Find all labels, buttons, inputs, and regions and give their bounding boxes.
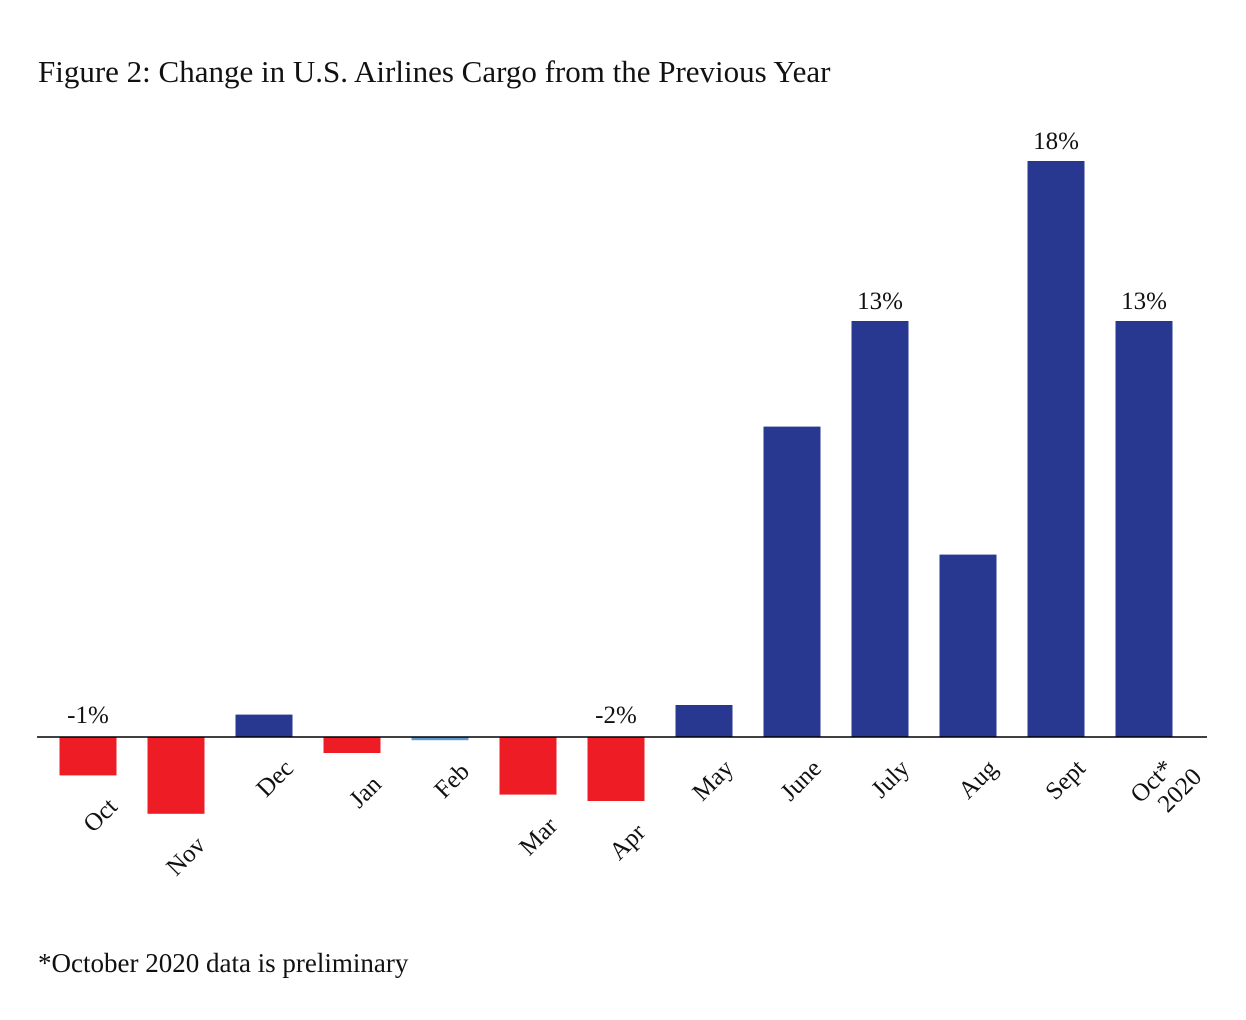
data-label-oct-2020: 13% xyxy=(1121,288,1167,315)
bar-mar xyxy=(499,737,557,795)
footnote: *October 2020 data is preliminary xyxy=(38,948,409,978)
data-label-july: 13% xyxy=(857,288,903,315)
chart-title: Figure 2: Change in U.S. Airlines Cargo … xyxy=(38,54,831,89)
bar-june xyxy=(763,426,821,737)
data-label-oct: -1% xyxy=(67,702,109,729)
bar-sept xyxy=(1027,161,1085,737)
x-tick-label-nov: Nov xyxy=(161,831,211,881)
bar-may xyxy=(675,705,733,737)
x-tick-label-aug: Aug xyxy=(953,755,1003,805)
x-tick-label-oct-2020: Oct*2020 xyxy=(1126,745,1208,827)
bar-jan xyxy=(323,737,381,753)
x-tick-label-feb: Feb xyxy=(429,758,475,804)
bar-oct xyxy=(59,737,117,776)
x-tick-label-apr: Apr xyxy=(604,818,651,865)
x-tick-label-july: July xyxy=(866,755,915,804)
x-tick-label-jan: Jan xyxy=(344,771,387,814)
bar-feb xyxy=(411,737,469,741)
bar-july xyxy=(851,321,909,737)
data-labels-group: -1% -2% 13% 18% 13% xyxy=(67,128,1167,729)
bars-group xyxy=(59,161,1173,814)
bar-apr xyxy=(587,737,645,801)
x-tick-label-oct: Oct xyxy=(78,793,123,838)
bar-dec xyxy=(235,714,293,737)
data-label-apr: -2% xyxy=(595,702,637,729)
x-tick-label-may: May xyxy=(687,755,739,807)
x-tick-label-mar: Mar xyxy=(514,812,563,861)
x-tick-label-sept: Sept xyxy=(1040,755,1091,806)
x-tick-label-june: June xyxy=(775,755,826,806)
bar-aug xyxy=(939,554,997,737)
data-label-sept: 18% xyxy=(1033,128,1079,155)
bar-nov xyxy=(147,737,205,814)
bar-oct-2020 xyxy=(1115,321,1173,737)
x-tick-label-dec: Dec xyxy=(251,755,299,803)
